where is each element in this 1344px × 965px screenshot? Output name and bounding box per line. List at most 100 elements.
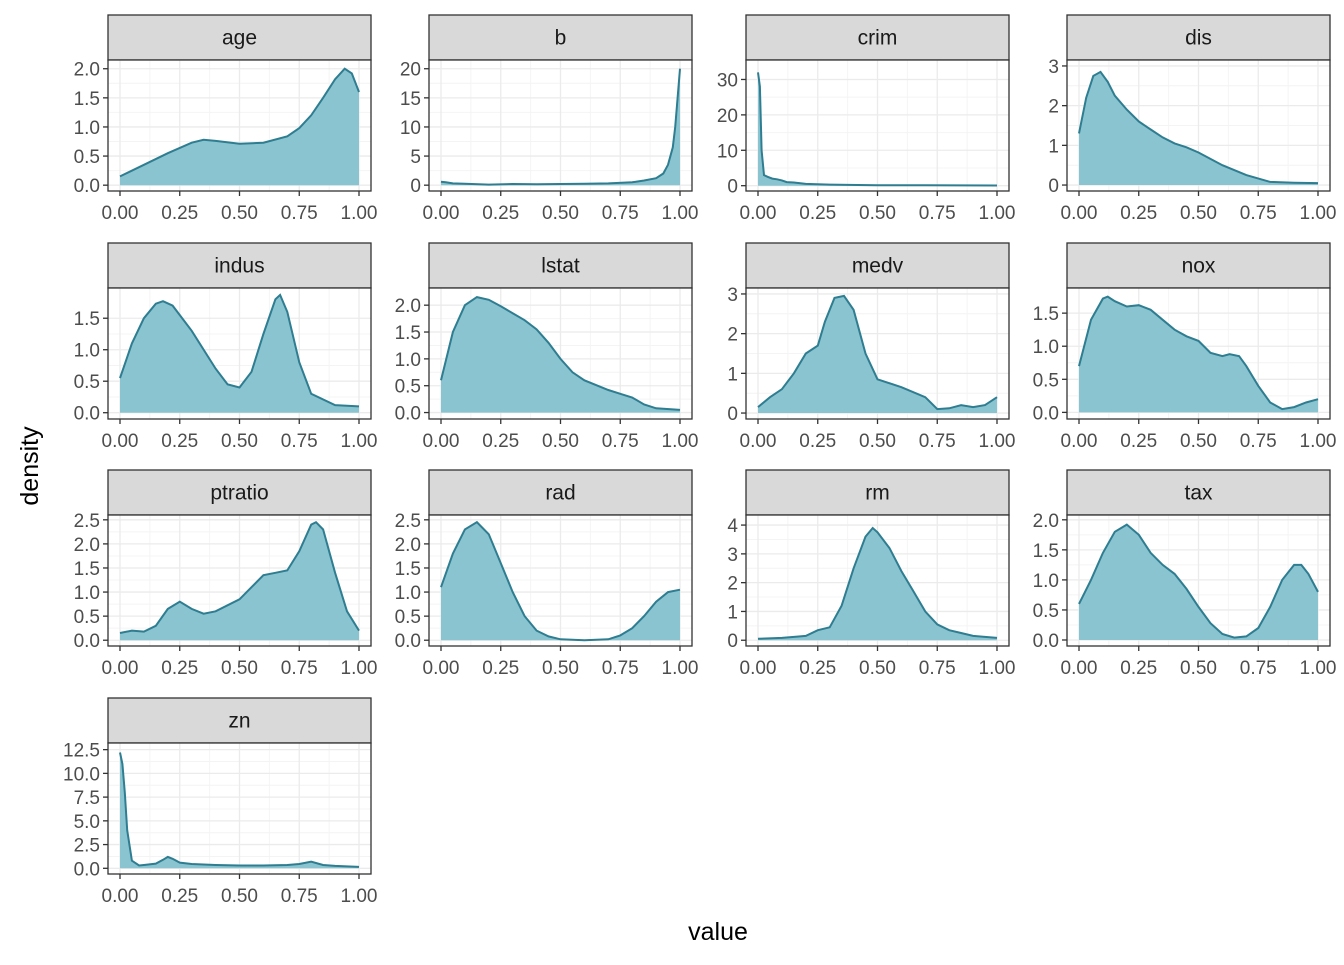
x-tick-label: 0.50 xyxy=(221,658,258,679)
y-tick-label: 0.0 xyxy=(395,631,421,652)
x-tick-label: 1.00 xyxy=(341,203,378,224)
y-tick-label: 4 xyxy=(727,516,738,537)
y-tick-label: 1 xyxy=(1048,136,1059,157)
y-tick-label: 0.0 xyxy=(395,404,421,425)
x-tick-label: 0.75 xyxy=(281,431,318,452)
panel-indus: indus 0.0 0.5 1.0 1.5 0.00 0.25 0.50 0.75 1.00 xyxy=(74,242,377,452)
x-tick-label: 0.25 xyxy=(161,658,198,679)
density-line-crim xyxy=(757,72,998,187)
x-tick-label: 0.00 xyxy=(423,431,460,452)
strip-label: age xyxy=(222,27,257,50)
density-area-rad xyxy=(441,522,680,641)
strip-label: rad xyxy=(545,482,575,505)
panel-ptratio: ptratio 0.0 0.5 1.0 1.5 2.0 2.5 0.00 0.25 0.50 0.7… xyxy=(74,469,378,679)
density-line-rad xyxy=(440,520,681,642)
y-tick-label: 15 xyxy=(400,89,421,110)
panel-age: age 0.0 0.5 1.0 1.5 2.0 0.00 0.25 0.50 0.75 1.00 xyxy=(74,14,378,224)
x-tick-label: 0.75 xyxy=(1240,203,1277,224)
x-tick-label: 0.50 xyxy=(1180,658,1217,679)
x-tick-label: 0.75 xyxy=(281,658,318,679)
density-area-tax xyxy=(1079,524,1318,640)
y-tick-label: 0 xyxy=(410,176,421,197)
density-line-b xyxy=(440,68,681,186)
strip-background xyxy=(428,469,693,516)
x-tick-label: 0.00 xyxy=(740,658,777,679)
y-tick-label: 2.0 xyxy=(74,535,100,556)
y-tick-label: 0.5 xyxy=(1033,601,1059,622)
y-tick-label: 1.0 xyxy=(74,583,100,604)
strip-background xyxy=(107,697,372,744)
panel-lstat: lstat 0.0 0.5 1.0 1.5 2.0 0.00 0.25 0.50 0.75 1.00 xyxy=(395,242,699,452)
x-tick-label: 0.50 xyxy=(859,203,896,224)
y-tick-label: 10.0 xyxy=(63,764,100,785)
strip-label: crim xyxy=(858,27,898,50)
x-tick-label: 0.00 xyxy=(1061,658,1098,679)
panel-rm: rm 0 1 2 3 4 0.00 0.25 0.50 0.75 1.00 xyxy=(727,469,1016,679)
x-tick-label: 0.25 xyxy=(1120,203,1157,224)
x-tick-label: 0.75 xyxy=(602,431,639,452)
strip-background xyxy=(107,242,372,289)
x-tick-label: 0.25 xyxy=(482,431,519,452)
y-tick-label: 3 xyxy=(727,545,738,566)
y-axis-title: density xyxy=(16,426,44,506)
x-tick-label: 0.25 xyxy=(799,431,836,452)
density-line-ptratio xyxy=(119,520,360,634)
x-tick-label: 0.50 xyxy=(221,886,258,907)
x-tick-label: 0.75 xyxy=(919,658,956,679)
x-tick-label: 0.00 xyxy=(102,203,139,224)
y-tick-label: 1.5 xyxy=(74,309,100,330)
strip-background xyxy=(745,469,1010,516)
x-tick-label: 1.00 xyxy=(662,203,699,224)
x-tick-label: 0.50 xyxy=(542,431,579,452)
strip-background xyxy=(107,14,372,61)
density-line-age xyxy=(119,67,360,178)
x-tick-label: 0.00 xyxy=(1061,203,1098,224)
density-line-zn xyxy=(119,752,360,868)
strip-label: b xyxy=(555,27,567,50)
y-tick-label: 1 xyxy=(727,602,738,623)
x-tick-label: 0.75 xyxy=(281,886,318,907)
density-area-indus xyxy=(120,294,359,413)
strip-background xyxy=(428,14,693,61)
y-tick-label: 2.5 xyxy=(395,511,421,532)
x-tick-label: 0.00 xyxy=(102,658,139,679)
x-tick-label: 0.50 xyxy=(221,203,258,224)
y-tick-label: 1.5 xyxy=(74,559,100,580)
strip-label: ptratio xyxy=(210,482,268,505)
x-tick-label: 1.00 xyxy=(979,431,1016,452)
x-tick-label: 1.00 xyxy=(341,658,378,679)
y-tick-label: 2 xyxy=(1048,97,1059,118)
panel-medv: medv 0 1 2 3 0.00 0.25 0.50 0.75 1.00 xyxy=(727,242,1016,452)
x-tick-label: 0.75 xyxy=(602,658,639,679)
strip-label: dis xyxy=(1185,27,1212,50)
y-tick-label: 10 xyxy=(400,118,421,139)
x-tick-label: 0.25 xyxy=(161,886,198,907)
density-area-rm xyxy=(758,528,997,641)
y-tick-label: 0.5 xyxy=(395,377,421,398)
density-area-age xyxy=(120,68,359,186)
x-tick-label: 1.00 xyxy=(979,658,1016,679)
x-tick-label: 1.00 xyxy=(662,431,699,452)
y-tick-label: 2.0 xyxy=(395,535,421,556)
panel-rad: rad 0.0 0.5 1.0 1.5 2.0 2.5 0.00 0.25 0.50 0.75 1.0… xyxy=(395,469,698,679)
y-tick-label: 3 xyxy=(1048,57,1059,78)
panel-tax: tax 0.0 0.5 1.0 1.5 2.0 0.00 0.25 0.50 0.75 1.00 xyxy=(1033,469,1336,679)
strip-label: indus xyxy=(214,255,264,278)
x-tick-label: 0.00 xyxy=(102,886,139,907)
y-tick-label: 12.5 xyxy=(63,741,100,762)
x-tick-label: 1.00 xyxy=(979,203,1016,224)
y-tick-label: 2.0 xyxy=(74,60,100,81)
y-tick-label: 0 xyxy=(727,177,738,198)
density-line-lstat xyxy=(440,296,681,411)
x-tick-label: 0.50 xyxy=(1180,203,1217,224)
panel-dis: dis 0 1 2 3 0.00 0.25 0.50 0.75 1.00 xyxy=(1048,14,1336,224)
y-tick-label: 1.5 xyxy=(1033,304,1059,325)
y-tick-label: 0.0 xyxy=(74,859,100,880)
density-area-nox xyxy=(1079,296,1318,413)
panel-zn: zn 0.02.5 5.0 7.5 10.012.5 0.00 0.25 0.50 0.75 1.… xyxy=(63,697,377,907)
strip-background xyxy=(1066,14,1331,61)
x-axis-title: value xyxy=(688,918,748,946)
y-tick-label: 0.0 xyxy=(74,404,100,425)
strip-background xyxy=(1066,242,1331,289)
